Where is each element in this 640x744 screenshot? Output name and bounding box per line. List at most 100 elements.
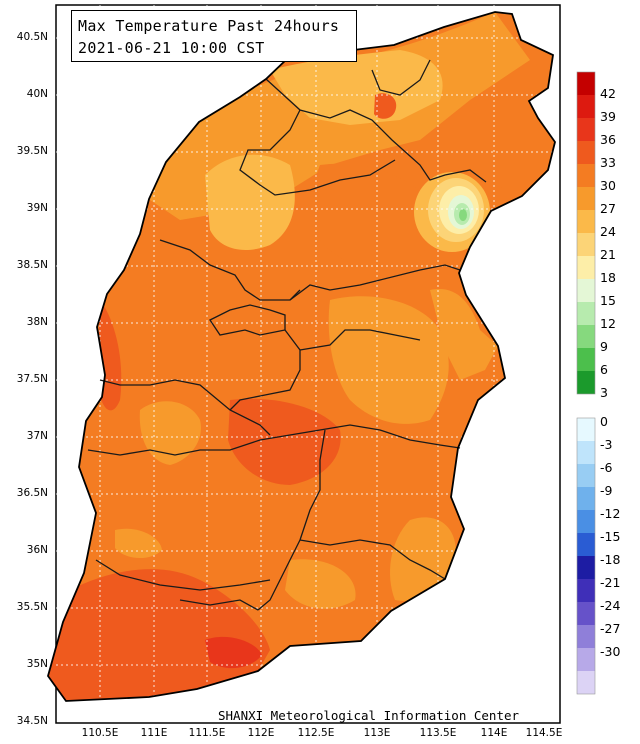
legend-label: -6	[600, 460, 613, 475]
legend-swatch	[577, 441, 595, 464]
legend-swatch	[577, 579, 595, 602]
y-tick-label: 35N	[26, 658, 48, 670]
legend-label: 9	[600, 339, 608, 354]
legend-swatch	[577, 325, 595, 348]
x-tick-label: 112E	[247, 727, 275, 739]
y-tick-label: 36.5N	[16, 487, 48, 499]
legend-label: 3	[600, 385, 608, 400]
legend-swatch	[577, 671, 595, 694]
legend-label: 42	[600, 86, 616, 101]
boundary-jincheng-w	[257, 539, 301, 611]
legend-label: 15	[600, 293, 616, 308]
legend-swatch	[577, 418, 595, 441]
zone-27-southeast	[390, 517, 456, 601]
legend-swatch	[577, 348, 595, 371]
x-tick-label: 111E	[140, 727, 168, 739]
legend-label: -15	[600, 529, 621, 544]
legend-lower-colorbar	[576, 417, 596, 695]
map-frame	[55, 4, 561, 724]
y-tick-label: 35.5N	[16, 601, 48, 613]
zone-27-east	[430, 289, 498, 380]
zone-36-south-spot	[205, 636, 262, 669]
x-tick-label: 110.5E	[81, 727, 119, 739]
legend-swatch	[577, 533, 595, 556]
legend-label: -3	[600, 437, 613, 452]
legend-label: 39	[600, 109, 616, 124]
y-tick-label: 40.5N	[16, 31, 48, 43]
boundary-taiyuan	[209, 304, 286, 336]
legend-swatch	[577, 210, 595, 233]
zone-24-north	[270, 50, 443, 125]
boundary-xinzhou-s	[289, 264, 461, 301]
legend-label: -30	[600, 644, 621, 659]
legend-label: 6	[600, 362, 608, 377]
legend-label: -21	[600, 575, 621, 590]
y-tick-label: 34.5N	[16, 715, 48, 727]
zone-33-central	[228, 398, 341, 485]
zone-30-center	[312, 163, 434, 271]
legend-label: -18	[600, 552, 621, 567]
boundary-jinzhong-e	[299, 329, 421, 351]
legend-swatch	[577, 141, 595, 164]
legend-label: 33	[600, 155, 616, 170]
legend-label: -12	[600, 506, 621, 521]
legend-swatch	[577, 464, 595, 487]
legend-swatch	[577, 118, 595, 141]
legend-swatch	[577, 648, 595, 671]
zone-33-north-spot	[374, 93, 397, 119]
boundary-yuncheng	[179, 599, 259, 611]
y-tick-label: 40N	[26, 88, 48, 100]
legend-swatch	[577, 487, 595, 510]
x-tick-label: 113E	[363, 727, 391, 739]
legend-swatch	[577, 302, 595, 325]
legend-border	[576, 71, 596, 395]
x-tick-label: 114.5E	[525, 727, 563, 739]
zone-9-coldspot	[459, 209, 467, 221]
boundary-shuozhou	[371, 59, 431, 96]
legend-swatch	[577, 510, 595, 533]
boundary-lvliang-s	[99, 379, 271, 436]
y-tick-label: 37.5N	[16, 373, 48, 385]
legend-swatch	[577, 602, 595, 625]
legend-swatch	[577, 371, 595, 394]
boundary-changzhi-s	[299, 539, 446, 580]
legend-swatch	[577, 625, 595, 648]
legend-swatch	[577, 95, 595, 118]
boundary-north-inner	[239, 109, 396, 196]
x-tick-label: 113.5E	[419, 727, 457, 739]
y-tick-label: 38N	[26, 316, 48, 328]
boundary-linfen-s	[95, 559, 271, 591]
zone-24-northwest	[205, 154, 295, 250]
y-tick-label: 38.5N	[16, 259, 48, 271]
legend-swatch	[577, 279, 595, 302]
y-tick-label: 39N	[26, 202, 48, 214]
zone-33-south	[48, 569, 270, 701]
legend-label: 0	[600, 414, 608, 429]
boundary-linfen-n	[87, 429, 321, 456]
city-boundaries	[87, 59, 487, 611]
legend-swatch	[577, 256, 595, 279]
x-tick-label: 111.5E	[188, 727, 226, 739]
source-credit: SHANXI Meteorological Information Center	[218, 708, 520, 723]
legend-label: -27	[600, 621, 621, 636]
legend-label: -9	[600, 483, 613, 498]
y-tick-label: 39.5N	[16, 145, 48, 157]
legend-label: 12	[600, 316, 616, 331]
legend-swatch	[577, 72, 595, 95]
map-timestamp: 2021-06-21 10:00 CST	[78, 39, 265, 57]
legend-upper-colorbar	[576, 71, 596, 395]
legend-swatch	[577, 233, 595, 256]
map-title: Max Temperature Past 24hours	[78, 17, 340, 35]
boundary-changzhi-w	[299, 429, 326, 541]
legend-label: -24	[600, 598, 621, 613]
x-tick-label: 114E	[480, 727, 508, 739]
zone-27-center	[328, 296, 449, 424]
legend-label: 36	[600, 132, 616, 147]
legend-label: 18	[600, 270, 616, 285]
legend-swatch	[577, 187, 595, 210]
boundary-changzhi-n	[319, 424, 461, 449]
y-tick-label: 36N	[26, 544, 48, 556]
legend-border	[576, 417, 596, 695]
legend-swatch	[577, 164, 595, 187]
